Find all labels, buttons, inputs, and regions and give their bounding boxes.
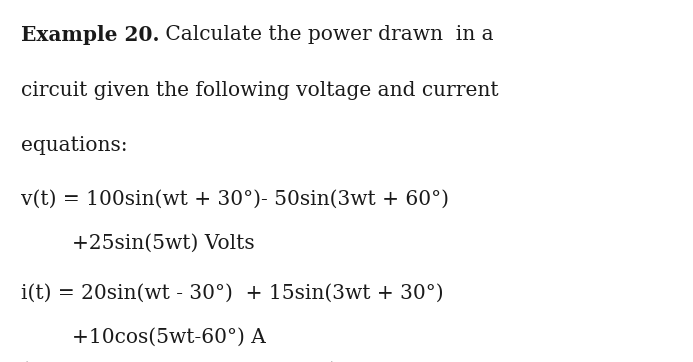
Text: +10cos(5wt-60°) A: +10cos(5wt-60°) A [21,328,265,346]
Text: Example 20.: Example 20. [21,25,159,45]
Text: Calculate the power drawn  in a: Calculate the power drawn in a [159,25,494,44]
Text: +25sin(5wt) Volts: +25sin(5wt) Volts [21,233,254,252]
Text: i(t) = 20sin(wt - 30°)  + 15sin(3wt + 30°): i(t) = 20sin(wt - 30°) + 15sin(3wt + 30°… [21,284,444,303]
Text: circuit given the following voltage and current: circuit given the following voltage and … [21,81,498,100]
Text: equations:: equations: [21,136,128,155]
Text: v(t) = 100sin(wt + 30°)- 50sin(3wt + 60°): v(t) = 100sin(wt + 30°)- 50sin(3wt + 60°… [21,190,449,209]
